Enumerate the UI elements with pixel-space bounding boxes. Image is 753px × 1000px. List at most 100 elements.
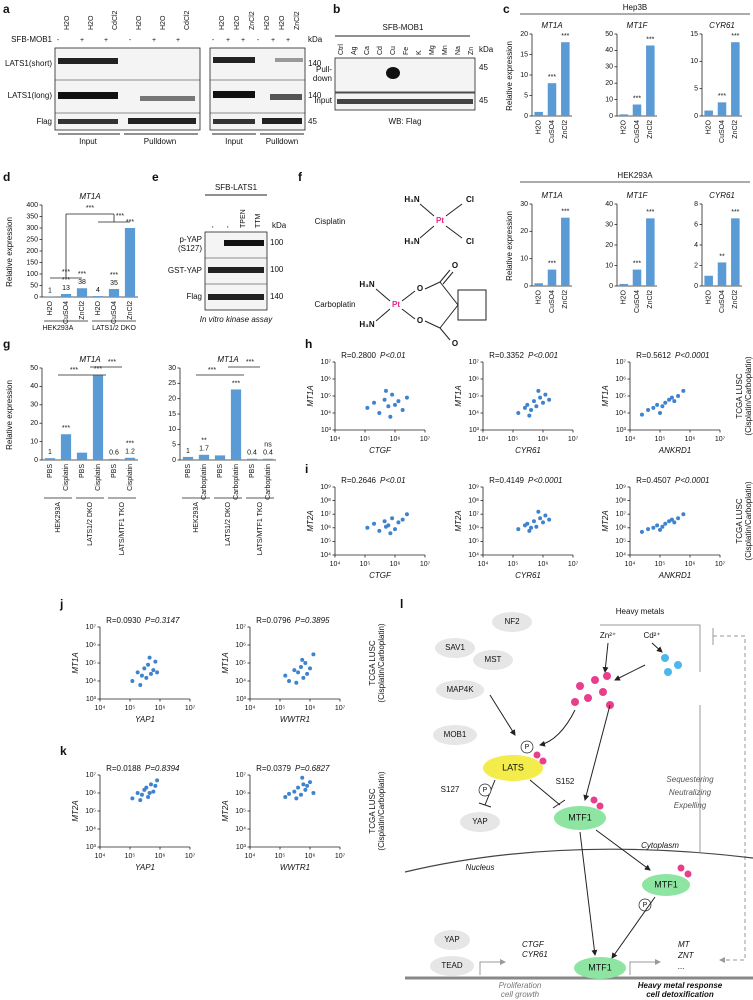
point bbox=[298, 664, 303, 669]
gene: CYR61 bbox=[522, 950, 548, 959]
y-tick-label: 5 bbox=[172, 442, 176, 449]
x-tick-label: CuSO4 bbox=[63, 301, 70, 324]
y-tick-label: 10⁸ bbox=[320, 497, 331, 504]
y-tick-label: 10⁴ bbox=[235, 826, 246, 833]
significance: *** bbox=[86, 205, 94, 212]
point bbox=[527, 528, 532, 533]
y-tick-label: 8 bbox=[694, 201, 698, 208]
y-axis-label: Relative expression bbox=[5, 217, 14, 287]
value-label: 35 bbox=[110, 280, 118, 287]
lane-label: H2O bbox=[264, 15, 271, 30]
point bbox=[646, 408, 651, 413]
gene: ... bbox=[678, 962, 685, 971]
significance: *** bbox=[561, 209, 569, 216]
point bbox=[651, 525, 656, 530]
x-axis-label: CTGF bbox=[369, 571, 392, 580]
point bbox=[383, 388, 388, 393]
node-label: MTF1 bbox=[654, 879, 678, 889]
y-tick-label: 10⁹ bbox=[615, 484, 626, 491]
significance: *** bbox=[126, 219, 134, 226]
cell-line: Hep3B bbox=[623, 3, 647, 12]
y-tick-label: 0 bbox=[34, 457, 38, 464]
x-tick-label: 10⁴ bbox=[478, 436, 489, 443]
bar bbox=[124, 457, 136, 460]
atom: Cl bbox=[466, 195, 474, 204]
y-tick-label: 10 bbox=[690, 58, 698, 65]
x-tick-label: 10⁷ bbox=[335, 705, 346, 712]
point bbox=[151, 668, 156, 673]
point bbox=[547, 517, 552, 522]
y-tick-label: 30 bbox=[520, 201, 528, 208]
bar bbox=[92, 375, 104, 460]
point bbox=[147, 655, 152, 660]
lane-label: K bbox=[416, 50, 423, 55]
x-tick-label: H2O bbox=[706, 119, 713, 134]
side-label: (Cisplatin/Carboplatin) bbox=[377, 623, 386, 702]
x-tick-label: 10⁵ bbox=[655, 561, 666, 568]
lane-label: Zn bbox=[468, 47, 475, 55]
atom: Pt bbox=[436, 216, 444, 225]
node-label: Heavy metals bbox=[616, 607, 664, 616]
point bbox=[300, 775, 305, 780]
bar bbox=[534, 111, 543, 116]
x-tick-label: Cisplatin bbox=[63, 464, 70, 491]
panel-letter: i bbox=[305, 462, 308, 476]
y-tick-label: 15 bbox=[520, 51, 528, 58]
point bbox=[386, 404, 391, 409]
blot-a bbox=[54, 47, 306, 135]
bar bbox=[632, 104, 642, 116]
point bbox=[543, 513, 548, 518]
outcome: Proliferation bbox=[499, 981, 542, 990]
bar bbox=[60, 434, 72, 460]
kda-marker: 100 bbox=[270, 238, 284, 247]
point bbox=[296, 670, 301, 675]
point bbox=[151, 789, 156, 794]
y-tick-label: 10⁶ bbox=[85, 642, 96, 649]
x-tick-label: 10⁴ bbox=[245, 705, 256, 712]
x-tick-label: 10⁷ bbox=[335, 853, 346, 860]
stat: P<0.0001 bbox=[528, 476, 562, 485]
x-tick-label: 10⁴ bbox=[95, 853, 106, 860]
point bbox=[382, 397, 387, 402]
y-tick-label: 10⁷ bbox=[86, 624, 97, 631]
y-tick-label: 10⁴ bbox=[320, 410, 331, 417]
action: Sequestering bbox=[666, 775, 714, 784]
y-tick-label: 400 bbox=[26, 202, 38, 209]
lane-label: ZnCl2 bbox=[249, 11, 256, 30]
stat: R=0.2646 bbox=[341, 476, 376, 485]
bar bbox=[60, 294, 72, 297]
value-label: 1 bbox=[48, 449, 52, 456]
point bbox=[400, 408, 405, 413]
lane-label: H2O bbox=[219, 15, 226, 30]
lane-sign: + bbox=[152, 37, 156, 44]
y-tick-label: 10⁶ bbox=[235, 790, 246, 797]
y-tick-label: 30 bbox=[168, 365, 176, 372]
y-tick-label: 10⁹ bbox=[320, 484, 331, 491]
y-tick-label: 10⁹ bbox=[468, 484, 479, 491]
point bbox=[372, 521, 377, 526]
bar bbox=[108, 458, 120, 460]
caption: WB: Flag bbox=[389, 117, 422, 126]
point bbox=[681, 512, 686, 517]
y-tick-label: 10⁴ bbox=[85, 678, 96, 685]
x-tick-label: 10⁶ bbox=[685, 561, 696, 568]
x-tick-label: ZnCl2 bbox=[127, 301, 134, 320]
group-label: LATS/MTF1 TKO bbox=[257, 501, 264, 555]
group-label: LATS1/2 DKO bbox=[92, 325, 136, 332]
y-tick-label: 0 bbox=[34, 294, 38, 301]
y-tick-label: 5 bbox=[694, 86, 698, 93]
x-tick-label: CuSO4 bbox=[719, 120, 726, 143]
chart-title: CYR61 bbox=[709, 191, 735, 200]
bar bbox=[717, 102, 727, 116]
significance: ns bbox=[264, 442, 272, 449]
x-tick-label: 10⁷ bbox=[420, 561, 431, 568]
kda: kDa bbox=[272, 221, 287, 230]
x-tick-label: 10⁴ bbox=[478, 561, 489, 568]
lane-label: H2O bbox=[136, 15, 143, 30]
row-label: Flag bbox=[186, 292, 202, 301]
stat: P=0.3147 bbox=[145, 616, 180, 625]
action: Expelling bbox=[674, 801, 707, 810]
group-label: LATS/MTF1 TKO bbox=[119, 501, 126, 555]
y-axis-label: MT1A bbox=[221, 652, 230, 673]
